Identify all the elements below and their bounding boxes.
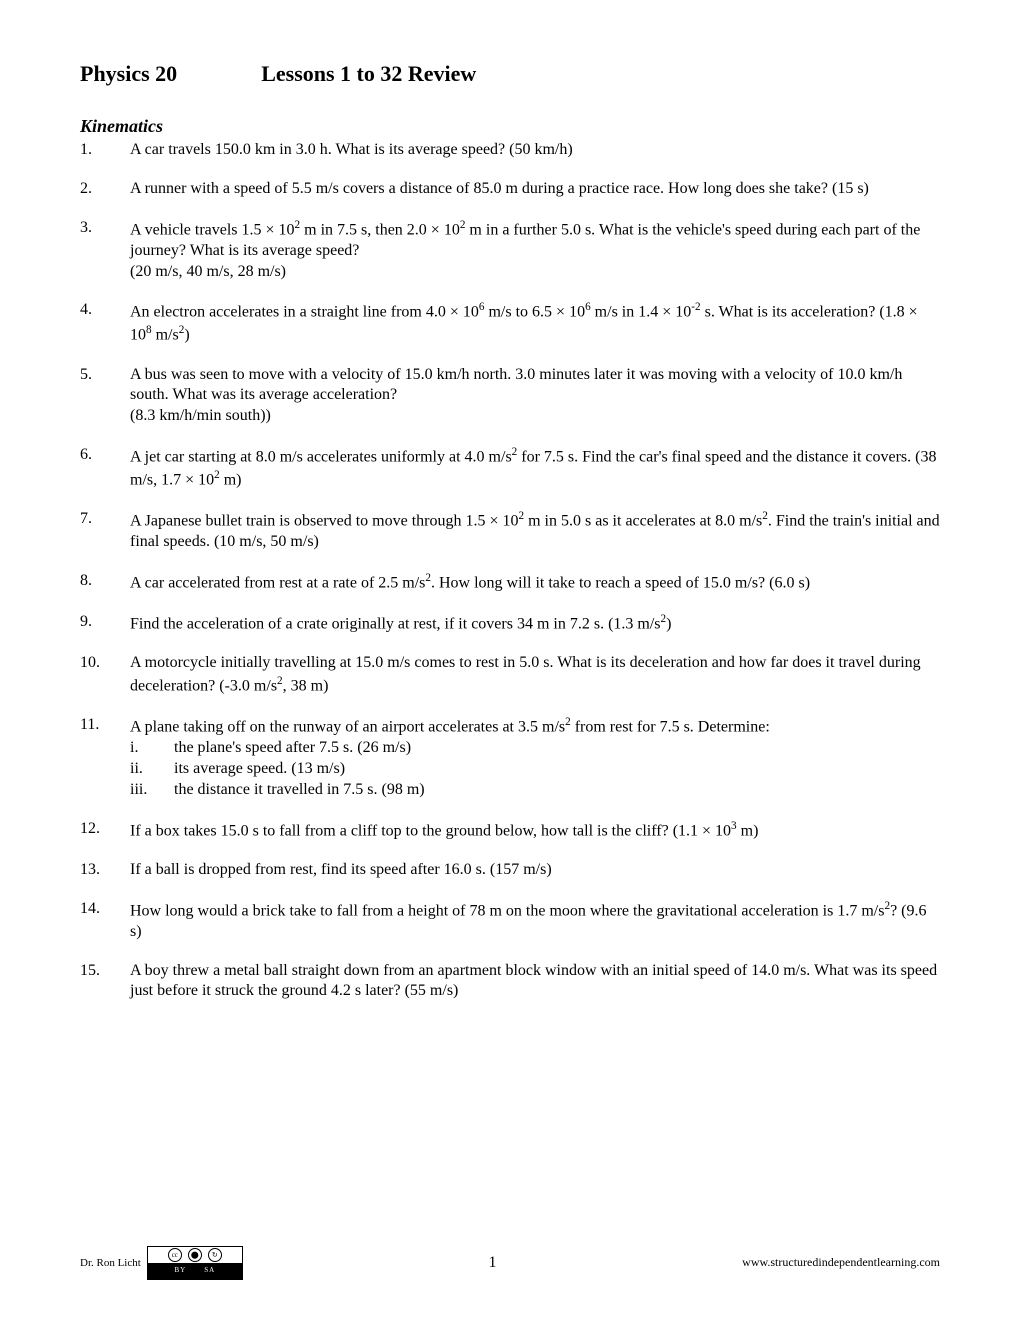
problem-item: 11.A plane taking off on the runway of a… [80, 715, 940, 801]
problem-subitem: iii.the distance it travelled in 7.5 s. … [130, 780, 940, 801]
problem-item: 3.A vehicle travels 1.5 × 102 m in 7.5 s… [80, 218, 940, 283]
problem-text: A runner with a speed of 5.5 m/s covers … [130, 179, 940, 200]
page-footer: Dr. Ron Licht cc ⬤ ↻ BY SA 1 www.structu… [80, 1246, 940, 1280]
problem-text: Find the acceleration of a crate origina… [130, 612, 940, 635]
problem-number: 2. [80, 179, 130, 200]
subitem-text: its average speed. (13 m/s) [174, 759, 345, 780]
problem-text: A Japanese bullet train is observed to m… [130, 509, 940, 553]
problems-list: 1.A car travels 150.0 km in 3.0 h. What … [80, 140, 940, 1002]
problem-item: 5.A bus was seen to move with a velocity… [80, 365, 940, 427]
problem-item: 10.A motorcycle initially travelling at … [80, 653, 940, 697]
problem-item: 1.A car travels 150.0 km in 3.0 h. What … [80, 140, 940, 161]
problem-number: 7. [80, 509, 130, 553]
problem-text: An electron accelerates in a straight li… [130, 300, 940, 346]
subitem-roman: iii. [130, 780, 174, 801]
subitem-text: the plane's speed after 7.5 s. (26 m/s) [174, 738, 411, 759]
section-heading: Kinematics [80, 115, 940, 138]
problem-number: 14. [80, 899, 130, 943]
by-icon: ⬤ [188, 1248, 202, 1262]
footer-left: Dr. Ron Licht cc ⬤ ↻ BY SA [80, 1246, 243, 1280]
problem-item: 4.An electron accelerates in a straight … [80, 300, 940, 346]
problem-item: 9.Find the acceleration of a crate origi… [80, 612, 940, 635]
author-name: Dr. Ron Licht [80, 1256, 141, 1270]
problem-number: 11. [80, 715, 130, 801]
cc-license-badge: cc ⬤ ↻ BY SA [147, 1246, 243, 1280]
problem-text: A boy threw a metal ball straight down f… [130, 961, 940, 1003]
problem-item: 14.How long would a brick take to fall f… [80, 899, 940, 943]
cc-icon: cc [168, 1248, 182, 1262]
subitem-text: the distance it travelled in 7.5 s. (98 … [174, 780, 425, 801]
title-row: Physics 20 Lessons 1 to 32 Review [80, 60, 940, 89]
problem-number: 8. [80, 571, 130, 594]
problem-text: If a ball is dropped from rest, find its… [130, 860, 940, 881]
footer-url: www.structuredindependentlearning.com [742, 1255, 940, 1271]
problem-number: 9. [80, 612, 130, 635]
subitem-roman: ii. [130, 759, 174, 780]
problem-number: 3. [80, 218, 130, 283]
sa-icon: ↻ [208, 1248, 222, 1262]
problem-item: 12.If a box takes 15.0 s to fall from a … [80, 819, 940, 842]
problem-text: A car accelerated from rest at a rate of… [130, 571, 940, 594]
problem-text: A plane taking off on the runway of an a… [130, 715, 940, 801]
problem-subitem: i.the plane's speed after 7.5 s. (26 m/s… [130, 738, 940, 759]
problem-item: 6.A jet car starting at 8.0 m/s accelera… [80, 445, 940, 491]
problem-text: A bus was seen to move with a velocity o… [130, 365, 940, 427]
problem-subitem: ii.its average speed. (13 m/s) [130, 759, 940, 780]
course-title: Physics 20 [80, 60, 177, 89]
lessons-title: Lessons 1 to 32 Review [261, 60, 476, 89]
problem-item: 13.If a ball is dropped from rest, find … [80, 860, 940, 881]
problem-item: 8.A car accelerated from rest at a rate … [80, 571, 940, 594]
problem-text: A car travels 150.0 km in 3.0 h. What is… [130, 140, 940, 161]
problem-item: 15.A boy threw a metal ball straight dow… [80, 961, 940, 1003]
problem-text: How long would a brick take to fall from… [130, 899, 940, 943]
problem-number: 6. [80, 445, 130, 491]
problem-text: A jet car starting at 8.0 m/s accelerate… [130, 445, 940, 491]
subitem-roman: i. [130, 738, 174, 759]
cc-sa-label: SA [204, 1266, 215, 1275]
problem-item: 7.A Japanese bullet train is observed to… [80, 509, 940, 553]
problem-text: A vehicle travels 1.5 × 102 m in 7.5 s, … [130, 218, 940, 283]
problem-text: A motorcycle initially travelling at 15.… [130, 653, 940, 697]
problem-number: 10. [80, 653, 130, 697]
problem-number: 1. [80, 140, 130, 161]
cc-by-label: BY [174, 1266, 186, 1275]
problem-text: If a box takes 15.0 s to fall from a cli… [130, 819, 940, 842]
page-number: 1 [488, 1253, 496, 1274]
problem-number: 13. [80, 860, 130, 881]
problem-item: 2.A runner with a speed of 5.5 m/s cover… [80, 179, 940, 200]
problem-number: 4. [80, 300, 130, 346]
problem-number: 5. [80, 365, 130, 427]
problem-number: 15. [80, 961, 130, 1003]
problem-number: 12. [80, 819, 130, 842]
